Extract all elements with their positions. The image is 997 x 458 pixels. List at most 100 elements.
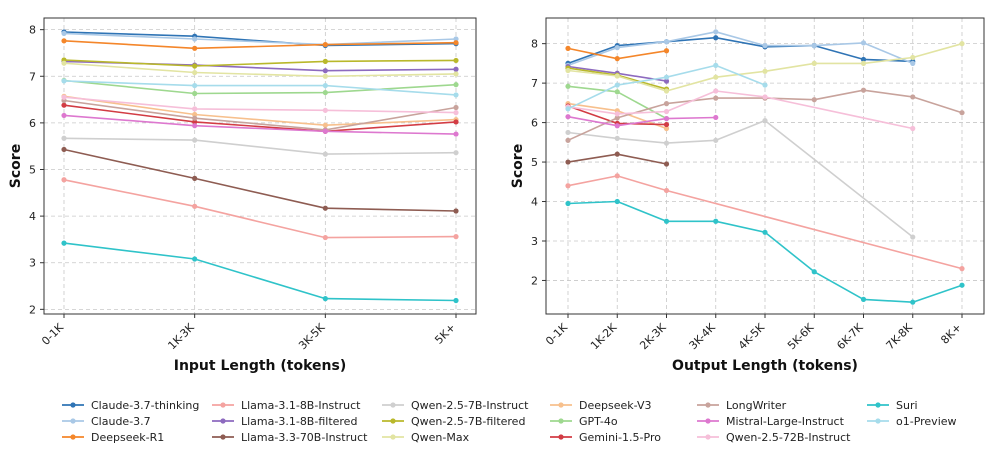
data-point <box>614 73 620 79</box>
legend-item-deepseek-r1: Deepseek-R1 <box>62 431 164 444</box>
x-tick-label: 8K+ <box>938 321 964 347</box>
data-point <box>860 40 867 46</box>
data-point <box>192 69 198 76</box>
x-tick-label: 4K-5K <box>736 320 768 352</box>
legend-swatch-marker <box>558 402 564 408</box>
data-point <box>860 87 867 93</box>
legend-item-qwen-2-5-7b-filtered: Qwen-2.5-7B-filtered <box>382 415 525 428</box>
series-qwen-2-5-7b-instruct <box>61 135 459 157</box>
data-point <box>192 111 198 118</box>
series-line <box>63 31 457 47</box>
series-line <box>567 119 914 238</box>
series-line <box>63 179 457 239</box>
x-axis-title: Output Length (tokens) <box>672 358 858 374</box>
y-tick-label: 4 <box>29 210 36 223</box>
data-point <box>322 151 328 157</box>
series-line <box>63 80 457 96</box>
data-point <box>192 119 198 125</box>
data-point <box>565 183 571 189</box>
series-line <box>63 242 457 302</box>
data-point <box>663 101 670 107</box>
series-qwen-2-5-72b-instruct <box>565 88 916 132</box>
series-deepseek-r1 <box>565 45 670 62</box>
x-tick-label: 2K-3K <box>637 320 669 352</box>
legend-label: Llama-3.1-8B-filtered <box>241 415 357 428</box>
y-tick-label: 3 <box>531 235 538 248</box>
series-line <box>63 148 457 212</box>
data-point <box>453 57 459 64</box>
legend-swatch-marker <box>390 434 396 440</box>
data-point <box>565 200 571 207</box>
series-line <box>567 36 913 65</box>
series-llama-3-3-70b-instruct <box>61 146 459 214</box>
legend-item-longwriter: LongWriter <box>697 399 787 412</box>
legend-item-qwen-max: Qwen-Max <box>382 431 470 444</box>
legend-label: GPT-4o <box>579 415 618 428</box>
data-point <box>713 114 719 121</box>
legend-item-qwen-2-5-7b-instruct: Qwen-2.5-7B-Instruct <box>382 399 529 412</box>
data-point <box>959 266 965 272</box>
data-point <box>910 54 916 61</box>
data-point <box>322 73 328 79</box>
series-qwen-max <box>565 41 965 94</box>
legend-label: Llama-3.1-8B-Instruct <box>241 399 361 412</box>
data-point <box>192 115 198 121</box>
data-point <box>713 29 719 35</box>
data-point <box>713 218 719 224</box>
data-point <box>453 66 459 72</box>
data-point <box>322 82 328 89</box>
series-qwen-max <box>61 60 459 79</box>
series-claude-3-7-thinking <box>61 29 459 49</box>
legend-swatch-marker <box>705 402 711 408</box>
data-point <box>614 151 620 157</box>
data-point <box>762 118 768 124</box>
legend-label: Deepseek-V3 <box>579 399 651 412</box>
x-tick-label: 1K-2K <box>588 320 620 352</box>
data-point <box>565 114 571 120</box>
data-point <box>860 60 867 66</box>
y-tick-label: 2 <box>531 274 538 287</box>
data-point <box>61 78 67 84</box>
data-point <box>811 269 817 275</box>
data-point <box>663 116 670 122</box>
legend-label: Qwen-2.5-72B-Instruct <box>726 431 851 444</box>
series-llama-3-1-8b-instruct <box>565 173 965 272</box>
input-length-chart: 2 3 4 5 6 7 8 0-1K 1K-3K 3K-5K 5K+ Input Length (to… <box>8 17 477 374</box>
data-point <box>192 123 198 129</box>
legend-item-llama-3-1-8b-filtered: Llama-3.1-8B-filtered <box>212 415 357 428</box>
series-line <box>567 115 716 127</box>
series-line <box>63 32 457 46</box>
data-point <box>910 125 916 132</box>
data-point <box>762 82 768 88</box>
data-point <box>959 282 965 288</box>
series-line <box>63 99 457 131</box>
data-point <box>192 203 198 209</box>
data-point <box>663 218 670 224</box>
series-line <box>63 79 457 95</box>
y-tick-label: 2 <box>29 303 36 316</box>
data-point <box>61 38 67 44</box>
data-point <box>453 131 459 137</box>
data-point <box>322 234 328 241</box>
series-deepseek-v3 <box>565 101 670 132</box>
series-mistral-large-instruct <box>61 112 459 137</box>
data-point <box>663 48 670 54</box>
data-point <box>322 122 328 128</box>
data-point <box>614 89 620 95</box>
series-line <box>567 90 913 130</box>
data-point <box>860 56 867 63</box>
data-point <box>61 146 67 153</box>
legend: Claude-3.7-thinking Claude-3.7 Deepseek-R1… <box>62 399 957 444</box>
data-point <box>565 129 571 136</box>
data-point <box>322 58 328 64</box>
data-point <box>322 68 328 74</box>
data-point <box>61 102 67 108</box>
series-mistral-large-instruct <box>565 114 719 129</box>
x-tick-label: 1K-3K <box>165 320 197 352</box>
legend-item-llama-3-3-70b-instruct: Llama-3.3-70B-Instruct <box>212 431 368 444</box>
series-line <box>63 96 457 114</box>
data-point <box>910 94 916 100</box>
data-point <box>565 137 571 143</box>
legend-swatch-marker <box>220 434 226 440</box>
